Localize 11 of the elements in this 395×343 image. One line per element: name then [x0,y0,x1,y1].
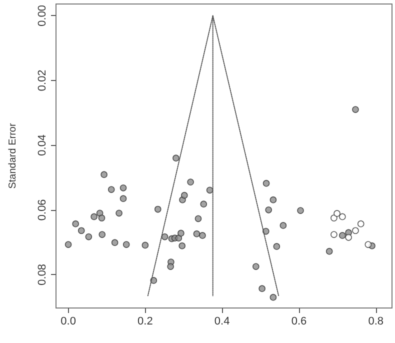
x-tick-label: 0.2 [138,316,153,328]
y-tick-label: 0.04 [36,134,48,156]
y-axis-title: Standard Error [8,122,18,189]
y-tick-label: 0.02 [36,70,48,92]
y-tick-label: 0.08 [36,264,48,286]
x-tick-label: 0.0 [60,316,76,328]
y-tick-label: 0.00 [36,4,48,26]
x-tick-label: 0.4 [214,316,230,328]
x-tick-label: 0.8 [368,316,384,328]
y-tick-label: 0.06 [36,199,48,221]
x-tick-label: 0.6 [291,316,307,328]
